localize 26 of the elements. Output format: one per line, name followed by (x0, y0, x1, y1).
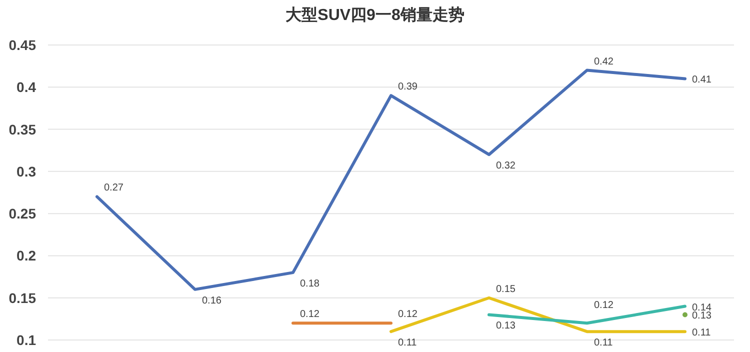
data-label: 0.27 (104, 182, 124, 194)
y-tick-label: 0.3 (16, 163, 36, 180)
y-tick-label: 0.15 (8, 290, 36, 306)
data-label: 0.11 (594, 338, 614, 349)
y-tick-label: 0.45 (8, 37, 36, 53)
line-series (96, 68, 686, 291)
data-label: 0.16 (202, 295, 222, 306)
data-label: 0.12 (594, 300, 614, 312)
data-label: 0.13 (692, 310, 712, 322)
data-label: 0.41 (692, 74, 712, 86)
y-tick-label: 0.25 (8, 206, 36, 222)
data-label: 0.11 (398, 338, 418, 349)
data-label: 0.18 (300, 278, 320, 290)
y-tick-label: 0.1 (16, 332, 36, 348)
data-label: 0.11 (692, 328, 712, 339)
data-label: 0.15 (496, 284, 516, 295)
chart-title: 大型SUV四9一8销量走势 (286, 6, 464, 24)
data-label: 0.32 (496, 160, 516, 172)
data-label: 0.13 (496, 320, 516, 332)
data-label: 0.12 (398, 309, 418, 320)
data-label: 0.12 (300, 309, 320, 320)
y-tick-label: 0.35 (8, 121, 36, 138)
y-tick-label: 0.2 (16, 248, 36, 264)
data-label: 0.42 (594, 56, 614, 68)
y-tick-label: 0.4 (16, 79, 36, 96)
data-label: 0.39 (398, 82, 418, 93)
